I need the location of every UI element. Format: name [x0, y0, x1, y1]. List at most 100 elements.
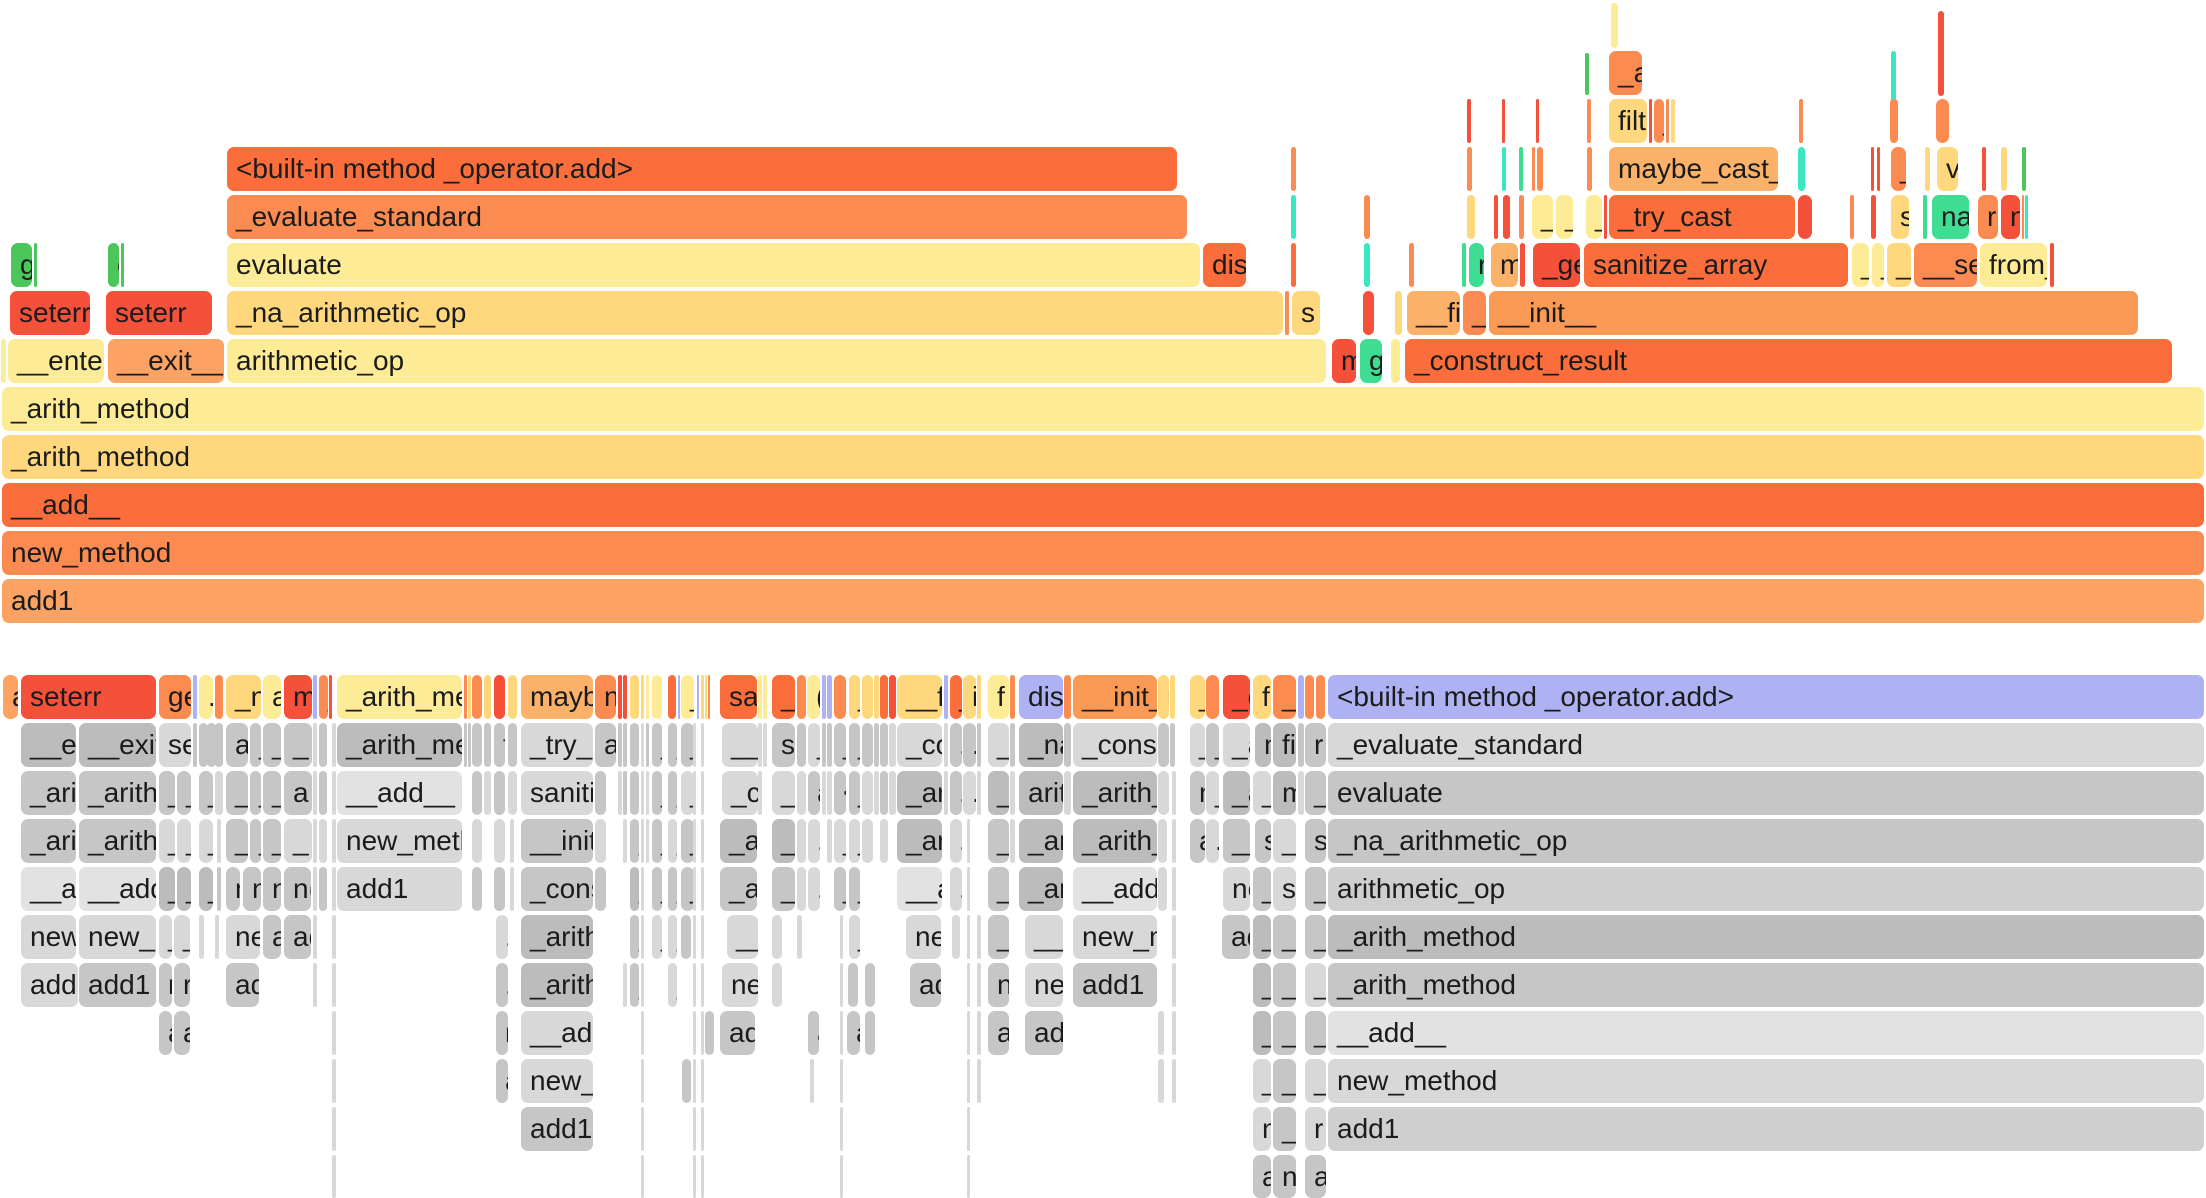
frame-sliver[interactable]: _ [668, 963, 677, 1007]
frame-sliver[interactable] [827, 771, 832, 815]
frame-sliver[interactable] [1285, 291, 1289, 335]
frame-sliver[interactable]: _ [808, 723, 820, 767]
frame-r[interactable]: r [159, 963, 172, 1007]
frame-sliver[interactable] [510, 867, 514, 911]
frame-evaluate-standard[interactable]: _evaluate_standard [227, 195, 1187, 239]
frame-a[interactable]: a [808, 771, 820, 815]
frame-sliver[interactable] [1503, 195, 1510, 239]
frame-sliver[interactable] [693, 1059, 696, 1103]
frame-sliver[interactable] [701, 867, 704, 911]
frame-sliver[interactable]: _ [772, 819, 795, 863]
frame-a[interactable]: _a [720, 819, 757, 863]
frame-r[interactable]: r [705, 1011, 714, 1055]
frame-add1[interactable]: add1 [521, 1107, 593, 1151]
frame-sliver[interactable]: _ [159, 771, 175, 815]
frame-sliver[interactable] [329, 675, 332, 719]
frame-sliver[interactable]: _ [1190, 675, 1205, 719]
frame-sliver[interactable] [1172, 771, 1176, 815]
frame-sliver[interactable] [701, 1011, 704, 1055]
frame-va[interactable]: va [1937, 147, 1958, 191]
frame-sliver[interactable] [332, 819, 336, 863]
frame-sliver[interactable]: _ [250, 771, 261, 815]
frame-sliver[interactable] [693, 819, 696, 863]
frame-sliver[interactable] [977, 771, 981, 815]
frame-sliver[interactable]: _ [772, 771, 795, 815]
frame-ar[interactable]: _ar [897, 819, 942, 863]
frame-sliver[interactable]: _ [199, 723, 208, 767]
frame-sliver[interactable] [977, 1059, 981, 1103]
frame-sliver[interactable]: _ [1253, 963, 1271, 1007]
frame-n[interactable]: n [988, 963, 1009, 1007]
frame-exit[interactable]: __exit_ [79, 723, 156, 767]
frame-sliver[interactable] [701, 915, 704, 959]
frame-a[interactable]: a [3, 675, 18, 719]
frame-sliver[interactable] [1467, 195, 1475, 239]
frame-sliver[interactable] [880, 771, 888, 815]
frame-try-cast[interactable]: _try_cast [1609, 195, 1795, 239]
frame-sliver[interactable]: . [496, 963, 508, 1007]
frame-filter[interactable]: filter [1609, 99, 1647, 143]
frame-sliver[interactable] [215, 915, 219, 959]
frame-sliver[interactable] [797, 915, 802, 959]
frame-enter[interactable]: __enter_ [8, 339, 104, 383]
frame-co[interactable]: _co [897, 723, 942, 767]
frame-sliver[interactable] [641, 1011, 644, 1055]
frame-sliver[interactable] [1871, 147, 1874, 191]
frame-sliver[interactable]: . [1316, 675, 1325, 719]
frame-sliver[interactable] [319, 723, 327, 767]
frame-sliver[interactable] [880, 675, 888, 719]
frame-sliver[interactable] [840, 963, 843, 1007]
frame-sliver[interactable] [1172, 1011, 1176, 1055]
frame-sliver[interactable]: _ [668, 867, 677, 911]
frame-sliver[interactable]: _ [1305, 963, 1326, 1007]
frame-sliver[interactable]: . [494, 819, 505, 863]
frame-sliver[interactable] [693, 915, 696, 959]
frame-sliver[interactable] [1649, 99, 1652, 143]
frame-sliver[interactable] [693, 1107, 696, 1151]
frame-sliver[interactable]: _ [772, 867, 795, 911]
frame-sliver[interactable] [1206, 675, 1219, 719]
frame-f[interactable]: f [988, 675, 1009, 719]
frame-sliver[interactable]: _ [668, 723, 677, 767]
frame-sliver[interactable] [1604, 195, 1607, 239]
frame-sliver[interactable] [332, 771, 336, 815]
frame-sliver[interactable] [693, 963, 696, 1007]
frame-sliver[interactable] [1671, 99, 1675, 143]
frame-sliver[interactable] [889, 723, 896, 767]
frame-sliver[interactable] [313, 963, 317, 1007]
frame-sliver[interactable]: _ [159, 867, 175, 911]
frame-from[interactable]: from_ [1980, 243, 2047, 287]
frame-add[interactable]: __add_ [1073, 867, 1157, 911]
frame-sliver[interactable] [840, 1155, 843, 1198]
frame-cons[interactable]: _cons [521, 867, 593, 911]
frame-sliver[interactable] [1172, 963, 1176, 1007]
frame-sliver[interactable]: _ [1305, 867, 1326, 911]
frame-sliver[interactable] [1587, 99, 1591, 143]
frame-sliver[interactable] [484, 771, 491, 815]
frame-sliver[interactable] [1064, 723, 1071, 767]
frame-sliver[interactable] [319, 819, 327, 863]
frame-ad[interactable]: ad [1222, 915, 1250, 959]
frame-sliver[interactable] [1494, 195, 1498, 239]
frame-add1[interactable]: add1 [2, 579, 2204, 623]
frame-a[interactable]: a [263, 915, 281, 959]
frame-sliver[interactable] [678, 675, 680, 719]
frame-sliver[interactable] [1519, 147, 1523, 191]
frame-c[interactable]: _c [722, 771, 758, 815]
frame-ari[interactable]: ari [226, 723, 248, 767]
frame-sliver[interactable] [1010, 675, 1015, 719]
frame-a[interactable]: _a [226, 771, 248, 815]
frame-a[interactable]: _a [1223, 771, 1250, 815]
frame-sliver[interactable] [1158, 1059, 1164, 1103]
frame-sliver[interactable]: _ [834, 723, 846, 767]
frame-ne[interactable]: ne [1223, 867, 1250, 911]
frame-sliver[interactable] [880, 723, 888, 767]
frame-sliver[interactable] [468, 675, 471, 719]
frame-sliver[interactable]: _ [849, 867, 860, 911]
frame-init[interactable]: __init__ [1489, 291, 2138, 335]
frame-sliver[interactable]: __ [1223, 819, 1250, 863]
frame-sliver[interactable] [977, 723, 981, 767]
frame-sliver[interactable] [641, 771, 644, 815]
frame-na[interactable]: _na [1019, 723, 1063, 767]
frame-sliver[interactable] [810, 1059, 814, 1103]
